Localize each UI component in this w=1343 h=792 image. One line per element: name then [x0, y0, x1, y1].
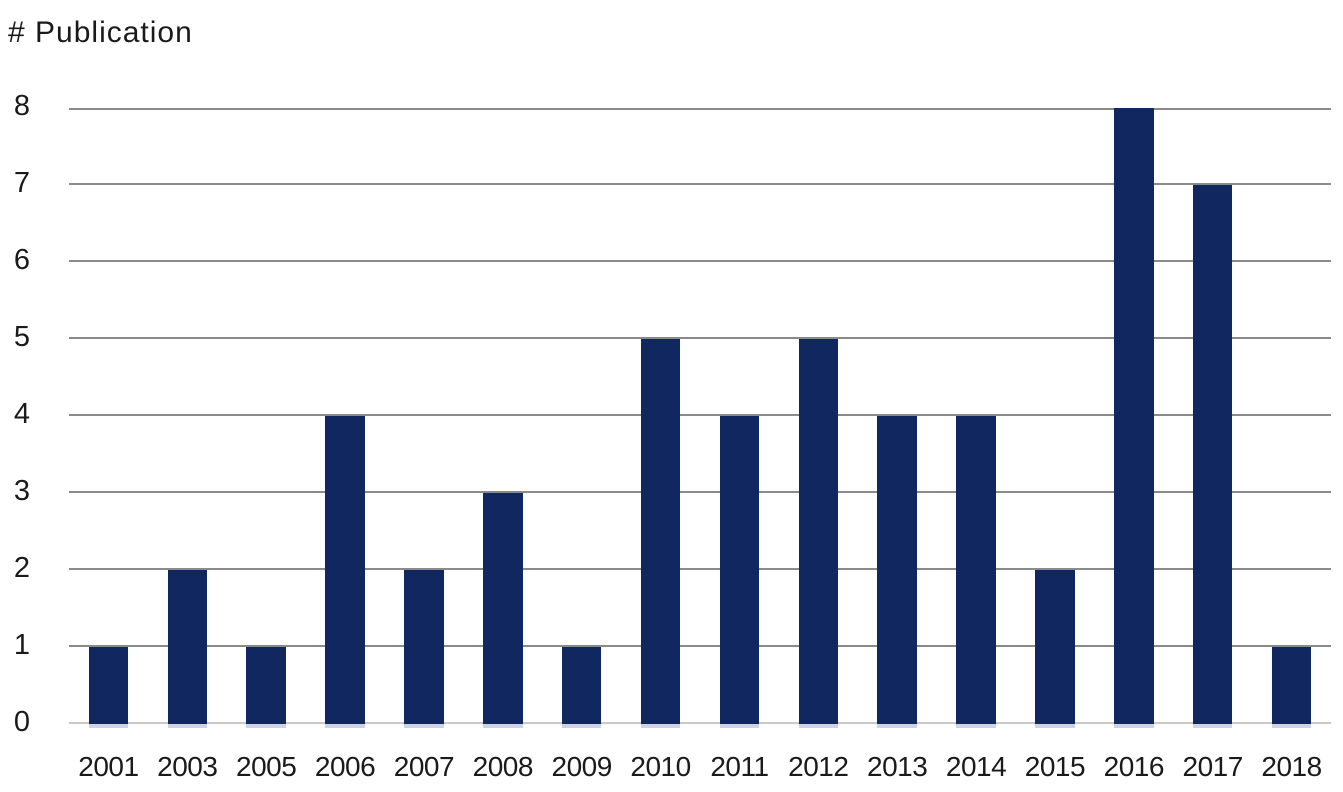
y-tick-label: 7 — [13, 167, 31, 199]
bar-2018 — [1271, 647, 1312, 724]
gridline — [69, 568, 1331, 570]
y-tick-label: 0 — [13, 706, 31, 738]
bar-2014 — [956, 416, 996, 724]
bar-2008 — [483, 493, 523, 724]
gridline — [69, 183, 1331, 185]
plot-area — [69, 108, 1331, 724]
x-tick-label: 2008 — [472, 751, 534, 782]
bar-2009 — [561, 647, 602, 724]
y-tick-label: 2 — [13, 552, 31, 584]
bar-2016 — [1114, 108, 1154, 724]
bar-2013 — [877, 416, 917, 724]
bar-2005 — [246, 647, 286, 724]
bar-2001 — [88, 647, 129, 724]
x-tick-label: 2005 — [236, 751, 297, 782]
y-tick-label: 6 — [13, 244, 31, 276]
bar-2006 — [325, 416, 365, 724]
gridline — [69, 645, 1331, 647]
y-tick-label: 8 — [13, 90, 31, 122]
x-tick-label: 2007 — [393, 751, 455, 782]
gridline — [69, 260, 1331, 262]
y-tick-label: 4 — [13, 398, 31, 430]
y-tick-label: 3 — [13, 475, 31, 507]
x-tick-label: 2016 — [1103, 751, 1165, 782]
x-tick-label: 2010 — [630, 751, 691, 782]
gridline — [69, 337, 1331, 339]
gridline — [69, 491, 1331, 493]
bar-2011 — [719, 416, 760, 724]
x-tick-label: 2006 — [314, 751, 376, 782]
y-tick-label: 5 — [13, 321, 31, 353]
x-tick-label: 2015 — [1024, 751, 1086, 782]
bar-2015 — [1035, 570, 1075, 724]
bar-2012 — [798, 339, 839, 724]
x-tick-label: 2014 — [945, 751, 1007, 782]
gridline — [69, 108, 1331, 110]
baseline-gridline — [69, 722, 1331, 724]
x-tick-label: 2001 — [78, 751, 139, 782]
chart-title: # Publication — [8, 16, 193, 49]
x-axis: 2001 2003 2005 2006 2007 2008 2009 2010 2011 2012… — [69, 750, 1331, 786]
bar-2010 — [640, 339, 681, 724]
x-tick-label: 2018 — [1261, 751, 1322, 782]
x-tick-label: 2009 — [551, 751, 613, 782]
bar-2007 — [404, 570, 444, 724]
x-tick-label: 2017 — [1182, 751, 1244, 782]
x-tick-label: 2013 — [867, 751, 928, 782]
y-axis: 0 1 2 3 4 5 6 7 8 — [0, 92, 56, 737]
x-tick-label: 2011 — [710, 751, 769, 782]
x-tick-label: 2003 — [157, 751, 218, 782]
x-tick-label: 2012 — [788, 751, 849, 782]
y-tick-label: 1 — [13, 629, 31, 661]
bar-2017 — [1192, 185, 1233, 724]
gridline — [69, 414, 1331, 416]
bar-2003 — [167, 570, 208, 724]
